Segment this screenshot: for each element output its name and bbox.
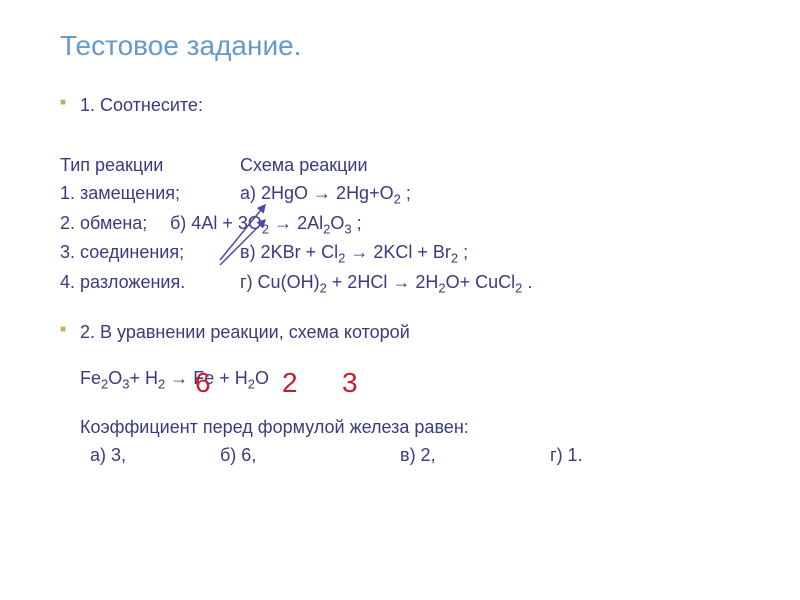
overlay-3: 3	[342, 361, 358, 404]
q2-options: а) 3, б) 6, в) 2, г) 1.	[90, 442, 760, 470]
q1-row-2: 2. обмена; б) 4Al + 3O2 → 2Al2O3 ;	[60, 210, 760, 240]
q1-left-4: 4. разложения.	[60, 269, 240, 299]
overlay-6: 6	[195, 361, 211, 404]
q1-left-3: 3. соединения;	[60, 239, 240, 269]
q1-row-4: 4. разложения. г) Cu(OH)2 + 2HCl → 2H2O+…	[60, 269, 760, 299]
q2-opt-c: в) 2,	[400, 442, 550, 470]
q1-right-c: в) 2KBr + Cl2 → 2KCl + Br2 ;	[240, 239, 468, 269]
q1-row-3: 3. соединения; в) 2KBr + Cl2 → 2KCl + Br…	[60, 239, 760, 269]
q2-prompt: 2. В уравнении реакции, схема которой	[60, 319, 760, 347]
q2-question: Коэффициент перед формулой железа равен:	[80, 414, 760, 442]
q1-headers: Тип реакции Схема реакции	[60, 152, 760, 180]
slide-title: Тестовое задание.	[60, 30, 760, 62]
q1-right-a: а) 2HgO → 2Нg+О2 ;	[240, 180, 411, 210]
q1-right-d: г) Cu(OH)2 + 2HCl → 2H2O+ CuCl2 .	[240, 269, 532, 299]
q2-equation: Fe2O3+ H2 → Fe + H2O 6 2 3	[80, 365, 760, 395]
q2-opt-a: а) 3,	[90, 442, 220, 470]
q2-opt-d: г) 1.	[550, 442, 583, 470]
q1-row-1: 1. замещения; а) 2HgO → 2Нg+О2 ;	[60, 180, 760, 210]
q1-header-left: Тип реакции	[60, 152, 240, 180]
overlay-2: 2	[282, 361, 298, 404]
q1-prompt: 1. Соотнесите:	[60, 92, 760, 120]
q1-left-1: 1. замещения;	[60, 180, 240, 210]
q1-header-right: Схема реакции	[240, 152, 368, 180]
q1-right-b: б) 4Al + 3O2 → 2Al2O3 ;	[170, 210, 362, 240]
q2-opt-b: б) 6,	[220, 442, 400, 470]
